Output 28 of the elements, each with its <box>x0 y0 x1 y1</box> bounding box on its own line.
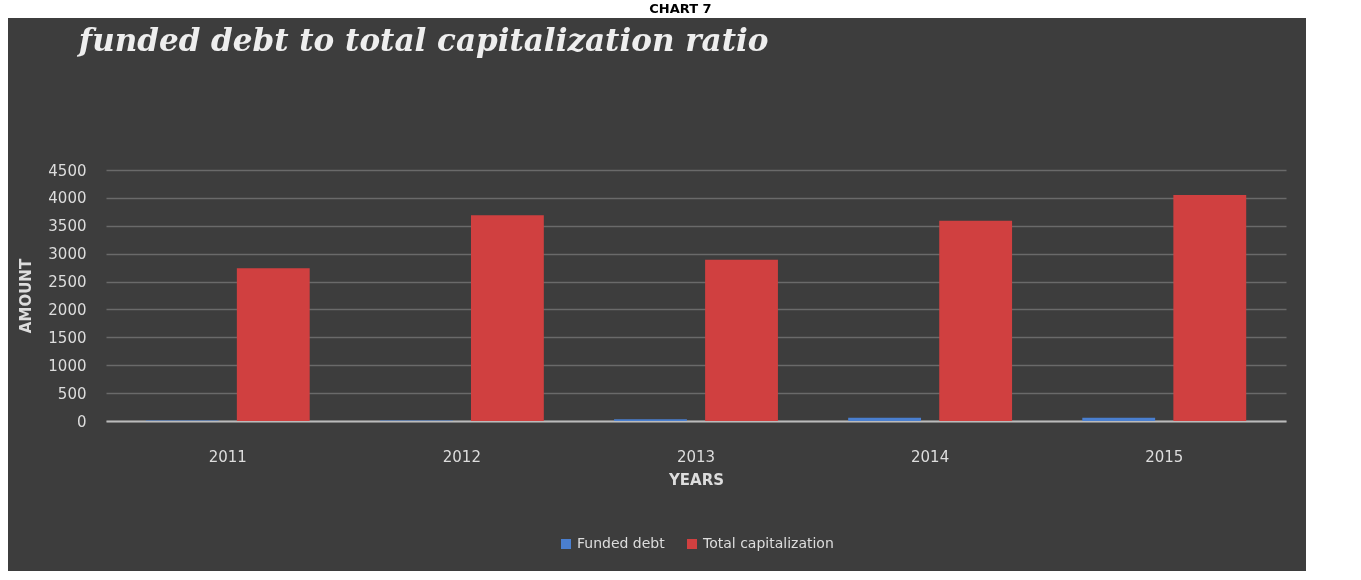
bar <box>848 417 922 421</box>
y-tick-label: 2000 <box>48 300 87 319</box>
x-tick-label: 2014 <box>911 447 950 466</box>
y-tick-label: 2500 <box>48 273 87 292</box>
legend-label: Funded debt <box>577 535 666 551</box>
bar <box>236 268 310 421</box>
bar <box>470 215 544 421</box>
bar <box>1082 417 1156 421</box>
y-tick-label: 4000 <box>48 189 87 208</box>
bar <box>939 220 1013 421</box>
chart-title: funded debt to total capitalization ratio <box>76 22 769 58</box>
y-tick-label: 1500 <box>48 328 87 347</box>
x-axis-title: YEARS <box>667 470 725 489</box>
bar <box>705 259 778 421</box>
y-tick-label: 4500 <box>48 161 87 180</box>
y-axis-title: AMOUNT <box>17 258 36 334</box>
x-tick-label: 2013 <box>676 447 716 466</box>
caption: CHART 7 <box>648 0 713 18</box>
y-tick-label: 1000 <box>48 356 87 375</box>
x-tick-label: 2011 <box>208 447 247 466</box>
legend-label: Total capitalization <box>702 535 834 551</box>
y-tick-label: 0 <box>76 412 87 431</box>
y-tick-label: 3500 <box>48 217 87 236</box>
y-tick-label: 3000 <box>48 245 87 264</box>
bar <box>1173 195 1247 421</box>
x-tick-label: 2015 <box>1145 447 1184 466</box>
x-tick-label: 2012 <box>442 447 481 466</box>
y-tick-label: 500 <box>57 384 87 403</box>
